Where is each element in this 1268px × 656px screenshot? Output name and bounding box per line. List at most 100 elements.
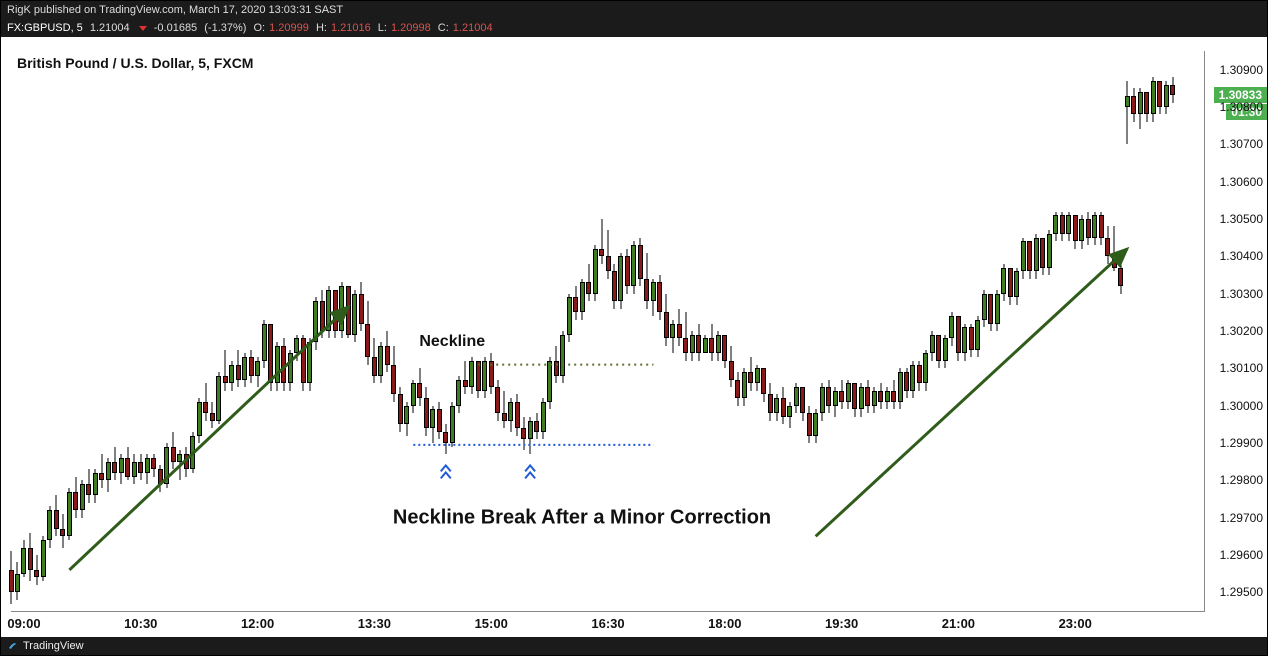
candle xyxy=(995,51,1000,611)
candle xyxy=(268,51,273,611)
candle xyxy=(936,51,941,611)
candle xyxy=(787,51,792,611)
y-tick: 1.29800 xyxy=(1220,473,1263,487)
x-tick: 13:30 xyxy=(358,616,391,631)
symbol-label: FX:GBPUSD, 5 xyxy=(7,22,83,34)
candle xyxy=(145,51,150,611)
o-label: O: xyxy=(254,22,266,34)
candle xyxy=(1112,51,1117,611)
candle xyxy=(1060,51,1065,611)
c-val: 1.21004 xyxy=(453,22,493,34)
candle xyxy=(106,51,111,611)
candle xyxy=(878,51,883,611)
candle xyxy=(54,51,59,611)
candle xyxy=(1001,51,1006,611)
candle xyxy=(826,51,831,611)
o-val: 1.20999 xyxy=(269,22,309,34)
candle xyxy=(73,51,78,611)
candle xyxy=(833,51,838,611)
x-tick: 15:00 xyxy=(475,616,508,631)
candle xyxy=(307,51,312,611)
candle xyxy=(1138,51,1143,611)
candle xyxy=(15,51,20,611)
candle xyxy=(1118,51,1123,611)
candle xyxy=(1073,51,1078,611)
candle xyxy=(288,51,293,611)
h-label: H: xyxy=(316,22,327,34)
candle xyxy=(794,51,799,611)
candle xyxy=(820,51,825,611)
candle xyxy=(151,51,156,611)
candle xyxy=(904,51,909,611)
candle xyxy=(865,51,870,611)
candle xyxy=(249,51,254,611)
candle xyxy=(949,51,954,611)
candle xyxy=(839,51,844,611)
candle xyxy=(242,51,247,611)
candle xyxy=(255,51,260,611)
candle xyxy=(60,51,65,611)
candle xyxy=(1040,51,1045,611)
y-tick: 1.30400 xyxy=(1220,249,1263,263)
change-pct: (-1.37%) xyxy=(204,22,246,34)
candle xyxy=(346,51,351,611)
candle xyxy=(112,51,117,611)
h-val: 1.21016 xyxy=(331,22,371,34)
candle xyxy=(216,51,221,611)
candle xyxy=(236,51,241,611)
candle xyxy=(372,51,377,611)
y-tick: 1.30700 xyxy=(1220,137,1263,151)
candle xyxy=(1086,51,1091,611)
candle xyxy=(1125,51,1130,611)
candle xyxy=(898,51,903,611)
candle xyxy=(852,51,857,611)
candle xyxy=(164,51,169,611)
candle xyxy=(943,51,948,611)
y-tick: 1.30800 xyxy=(1220,100,1263,114)
y-tick: 1.30900 xyxy=(1220,63,1263,77)
candle xyxy=(774,51,779,611)
candle xyxy=(1092,51,1097,611)
candle xyxy=(1066,51,1071,611)
y-tick: 1.30300 xyxy=(1220,287,1263,301)
candle xyxy=(190,51,195,611)
candle xyxy=(326,51,331,611)
x-tick: 10:30 xyxy=(124,616,157,631)
x-tick: 23:00 xyxy=(1059,616,1092,631)
neckline-label: Neckline xyxy=(419,333,485,351)
y-tick: 1.30500 xyxy=(1220,212,1263,226)
candle xyxy=(184,51,189,611)
candle xyxy=(197,51,202,611)
x-axis: 09:0010:3012:0013:3015:0016:3018:0019:30… xyxy=(11,611,1205,640)
candle xyxy=(781,51,786,611)
candle xyxy=(67,51,72,611)
candle xyxy=(281,51,286,611)
candle xyxy=(365,51,370,611)
candle xyxy=(313,51,318,611)
brand-bar: TradingView xyxy=(1,637,1267,655)
change: -0.01685 xyxy=(154,22,197,34)
y-tick: 1.29900 xyxy=(1220,436,1263,450)
candle xyxy=(1105,51,1110,611)
candle xyxy=(1053,51,1058,611)
candle xyxy=(352,51,357,611)
candle xyxy=(158,51,163,611)
candle xyxy=(203,51,208,611)
candle xyxy=(385,51,390,611)
candle xyxy=(125,51,130,611)
candle xyxy=(132,51,137,611)
header-published: RigK published on TradingView.com, March… xyxy=(1,1,1267,19)
y-tick: 1.30000 xyxy=(1220,399,1263,413)
candle xyxy=(359,51,364,611)
candle xyxy=(223,51,228,611)
chart-plot[interactable]: NecklineNeckline Break After a Minor Cor… xyxy=(11,51,1205,611)
candle xyxy=(262,51,267,611)
candle xyxy=(47,51,52,611)
candle xyxy=(1157,51,1162,611)
candle xyxy=(1131,51,1136,611)
candle xyxy=(975,51,980,611)
candle xyxy=(294,51,299,611)
candle xyxy=(1021,51,1026,611)
candle xyxy=(885,51,890,611)
candle xyxy=(846,51,851,611)
